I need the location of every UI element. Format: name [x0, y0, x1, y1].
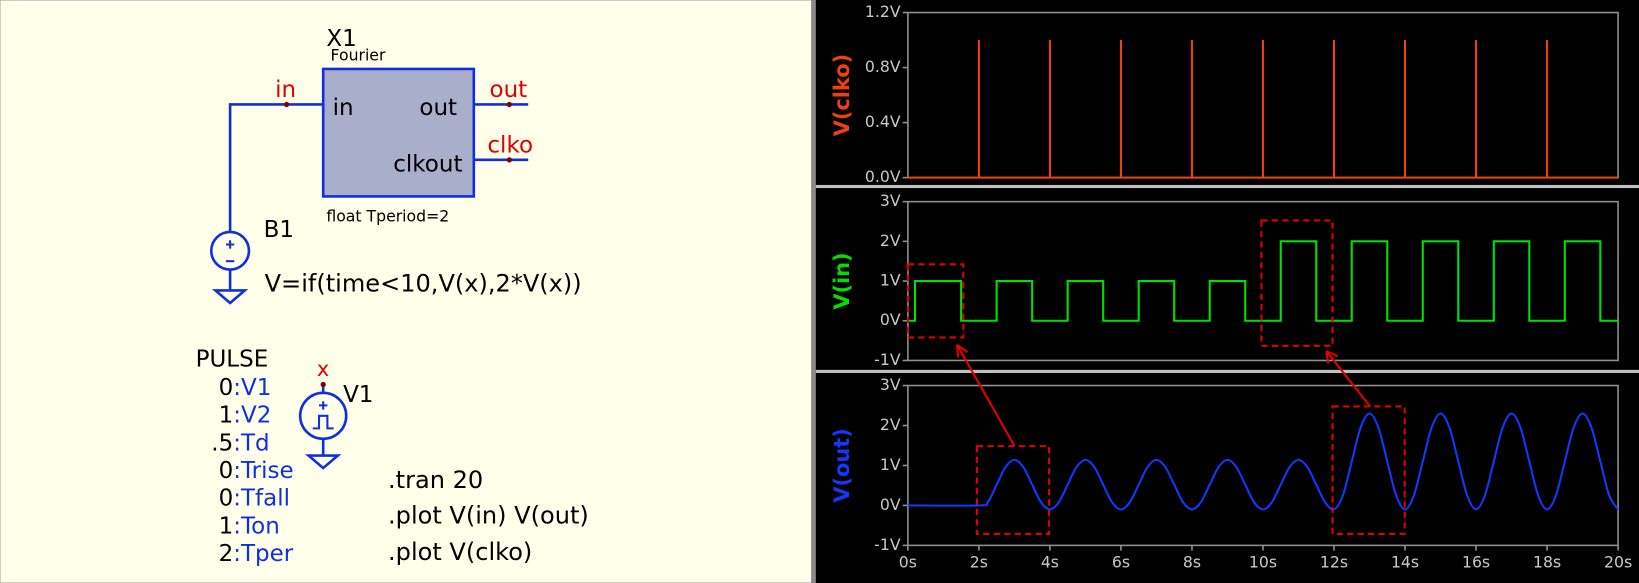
plot: 0.0V 0.4V 0.8V 1.2V V(clko)	[830, 2, 1619, 186]
param-name: :V1	[233, 375, 271, 401]
plot: -1V 0V 1V 2V 3V 0s 2s 4s 6s 8s 10s 12s 14s 16s 18s 20s V…	[830, 375, 1632, 571]
highlight-box	[1331, 405, 1406, 535]
x-tick-label: 10s	[1249, 552, 1277, 571]
y-tick-label: 1V	[880, 455, 901, 474]
y-tick-label: -1V	[874, 535, 901, 554]
b1-signs	[225, 240, 235, 263]
wires	[228, 103, 529, 456]
x-tick-label: 4s	[1041, 552, 1059, 571]
ref: B1	[264, 217, 294, 243]
directive[interactable]: .tran 20	[388, 466, 483, 494]
param-name: :Trise	[233, 458, 293, 484]
plots: 0.0V 0.4V 0.8V 1.2V V(clko) -1V 0V 1V 2V 3V V(in) -…	[830, 2, 1632, 571]
trace-label: V(out)	[830, 428, 854, 502]
net-label: x	[317, 357, 329, 381]
schematic: X1 Fourier in out clkout float Tperiod=2…	[0, 0, 813, 583]
net-label: out	[490, 77, 528, 103]
b1-source[interactable]	[209, 230, 251, 271]
ground	[211, 289, 249, 305]
divider	[811, 0, 816, 583]
y-tick-label: -1V	[874, 350, 901, 369]
directive[interactable]: .plot V(clko)	[388, 538, 532, 566]
kind: PULSE	[196, 347, 269, 373]
param: float Tperiod=2	[326, 207, 449, 226]
param-name: :Ton	[233, 513, 280, 539]
highlight-box	[906, 263, 965, 339]
y-tick-label: 0V	[880, 310, 901, 329]
y-tick-label: 3V	[880, 191, 901, 210]
x-tick-label: 20s	[1604, 552, 1632, 571]
param-value: 1	[219, 403, 234, 429]
subcircuit-box[interactable]	[321, 67, 476, 198]
net-dot	[506, 157, 512, 163]
y-tick-label: 0V	[880, 495, 901, 514]
pane-divider	[815, 184, 1639, 189]
param-value: 2	[219, 541, 234, 567]
y-tick-label: 0.0V	[865, 167, 901, 186]
v1-signs	[312, 401, 334, 430]
directive[interactable]: .plot V(in) V(out)	[388, 501, 589, 529]
ref: X1	[326, 26, 356, 52]
annotations	[906, 219, 1406, 535]
waveform-viewer	[811, 0, 1639, 583]
model: Fourier	[331, 46, 386, 65]
net-dot	[506, 101, 512, 108]
trace-label: V(clko)	[830, 54, 854, 136]
x-tick-label: 12s	[1320, 552, 1348, 571]
trace	[907, 412, 1619, 511]
pin: clkout	[393, 151, 462, 177]
y-tick-label: 0.8V	[865, 57, 901, 76]
y-tick-label: 0.4V	[865, 112, 901, 131]
x-tick-label: 18s	[1533, 552, 1561, 571]
net-dot	[283, 101, 290, 108]
y-tick-label: 2V	[880, 415, 901, 434]
pane-divider	[815, 369, 1639, 373]
y-tick-label: 2V	[880, 231, 901, 250]
param-name: :Td	[233, 430, 269, 456]
trace-label: V(in)	[830, 252, 854, 309]
y-tick-label: 3V	[880, 375, 901, 394]
pin: out	[419, 95, 457, 121]
trace	[907, 40, 1619, 179]
highlight-box	[975, 445, 1051, 535]
net-label: clko	[487, 133, 533, 159]
param-value: 0	[219, 458, 234, 484]
y-tick-label: 1.2V	[865, 2, 901, 21]
x-tick-label: 16s	[1462, 552, 1490, 571]
param-name: :V2	[233, 403, 271, 429]
ref: V1	[343, 382, 373, 408]
param-value: 1	[219, 513, 234, 539]
x-tick-label: 6s	[1112, 552, 1130, 571]
v1-source[interactable]	[298, 391, 348, 441]
x-tick-label: 14s	[1391, 552, 1419, 571]
x-tick-label: 0s	[899, 552, 917, 571]
param-value: 0	[219, 375, 234, 401]
trace	[907, 240, 1619, 322]
param-value: .5	[211, 430, 233, 456]
arrow	[955, 343, 1372, 447]
pin: in	[333, 95, 354, 121]
highlight-box	[1260, 219, 1334, 347]
ground	[305, 454, 342, 470]
expr: V=if(time<10,V(x),2*V(x))	[265, 270, 582, 298]
net-label: in	[275, 77, 296, 103]
param-name: :Tper	[233, 541, 294, 567]
x-tick-label: 8s	[1183, 552, 1201, 571]
param-name: :Tfall	[233, 486, 290, 512]
param-value: 0	[219, 486, 234, 512]
net-dot	[320, 381, 326, 388]
y-tick-label: 1V	[880, 271, 901, 290]
viewer-bg	[811, 0, 1639, 583]
x-tick-label: 2s	[970, 552, 988, 571]
